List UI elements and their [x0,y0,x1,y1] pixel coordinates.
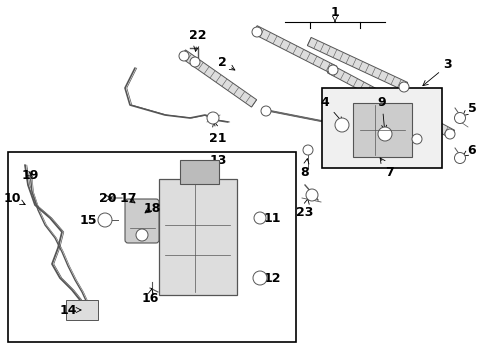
Text: 15: 15 [79,213,104,226]
Text: 2: 2 [217,55,234,70]
Text: 1: 1 [330,5,339,22]
Circle shape [179,51,189,61]
Circle shape [327,65,337,75]
Circle shape [98,213,112,227]
Text: 7: 7 [379,158,393,179]
FancyBboxPatch shape [253,26,336,74]
FancyBboxPatch shape [327,65,454,138]
Text: 19: 19 [21,168,39,181]
Text: 22: 22 [189,28,206,51]
Text: 5: 5 [462,102,475,116]
FancyBboxPatch shape [180,50,256,107]
Text: 10: 10 [3,192,25,204]
Text: 17: 17 [119,192,137,204]
Text: 8: 8 [300,159,309,179]
Text: 16: 16 [141,289,159,305]
Circle shape [398,82,408,92]
Circle shape [453,153,465,163]
FancyBboxPatch shape [352,103,411,157]
Bar [321,88,441,168]
Bar [8,152,295,342]
FancyBboxPatch shape [66,300,98,320]
Text: 23: 23 [296,199,313,219]
Circle shape [444,129,454,139]
Text: 14: 14 [59,303,81,316]
Text: 4: 4 [320,95,342,122]
Text: 20: 20 [99,192,117,204]
FancyBboxPatch shape [159,179,237,295]
Text: 21: 21 [209,122,226,144]
Text: 13: 13 [198,153,226,169]
Text: 11: 11 [260,212,280,225]
Circle shape [253,212,265,224]
Text: 9: 9 [377,95,386,130]
Text: 12: 12 [260,271,280,284]
FancyBboxPatch shape [125,199,159,243]
Circle shape [303,145,312,155]
Circle shape [453,112,465,123]
Circle shape [377,127,391,141]
Circle shape [251,27,262,37]
Circle shape [206,112,219,124]
Circle shape [411,134,421,144]
Text: 3: 3 [422,58,451,86]
Circle shape [261,106,270,116]
Circle shape [136,229,148,241]
FancyBboxPatch shape [307,37,407,91]
Text: 18: 18 [143,202,161,215]
Circle shape [190,57,200,67]
Circle shape [252,271,266,285]
Text: 6: 6 [462,144,475,157]
FancyBboxPatch shape [180,160,219,184]
Circle shape [305,189,317,201]
Circle shape [334,118,348,132]
